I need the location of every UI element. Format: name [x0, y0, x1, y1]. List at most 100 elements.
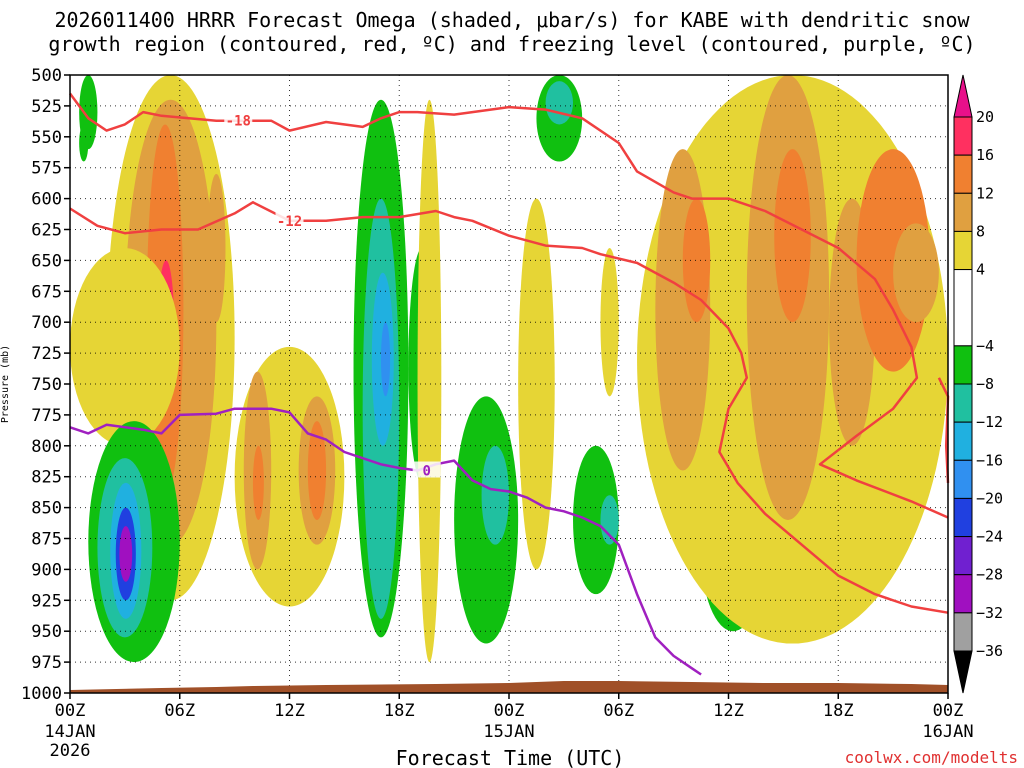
y-tick-label-850: 850 — [31, 499, 62, 519]
x-tick-label-4: 00Z — [494, 701, 525, 721]
y-tick-label-1000: 1000 — [21, 684, 62, 704]
dgz-contour-1-label: -12 — [277, 214, 302, 230]
colorbar-label-3: 8 — [976, 222, 985, 240]
colorbar-segment-10 — [953, 536, 973, 576]
omega-cell-39 — [774, 149, 811, 323]
colorbar-label-12: −32 — [976, 604, 1003, 622]
colorbar-segment-3 — [953, 230, 973, 271]
colorbar-segment-11 — [953, 574, 973, 614]
dgz-contour-0-label: -18 — [226, 114, 251, 130]
y-tick-label-900: 900 — [31, 560, 62, 580]
colorbar-label-5: −4 — [976, 337, 994, 355]
credit-text: coolwx.com/modelts — [845, 748, 1018, 767]
contour-layer: -18 -12 0 — [68, 92, 950, 676]
colorbar-label-0: 20 — [976, 108, 994, 126]
colorbar-label-7: −12 — [976, 413, 1003, 431]
colorbar-bottom-arrow — [953, 650, 973, 694]
y-tick-label-600: 600 — [31, 190, 62, 210]
y-tick-label-775: 775 — [31, 406, 62, 426]
chart-title-line-1: 2026011400 HRRR Forecast Omega (shaded, … — [54, 8, 970, 32]
y-tick-label-800: 800 — [31, 437, 62, 457]
y-axis-title: Pressure (mb) — [0, 345, 11, 423]
x-tick-date-8: 16JAN — [922, 722, 973, 742]
dgz-contour-0-label-bg — [224, 111, 253, 128]
y-tick-label-675: 675 — [31, 282, 62, 302]
colorbar-top-arrow — [953, 74, 973, 118]
omega-cell-9 — [252, 445, 264, 520]
colorbar-label-2: 12 — [976, 184, 994, 202]
y-tick-label-825: 825 — [31, 468, 62, 488]
freezing-level-contour-label-bg — [412, 461, 441, 478]
dgz-contour-1 — [69, 201, 949, 614]
colorbar-label-8: −16 — [976, 451, 1003, 469]
omega-cell-34 — [600, 248, 619, 397]
y-tick-label-975: 975 — [31, 653, 62, 673]
y-tick-label-550: 550 — [31, 128, 62, 148]
omega-cell-33 — [518, 198, 555, 570]
y-tick-label-700: 700 — [31, 313, 62, 333]
omega-cell-28 — [600, 495, 619, 545]
y-tick-label-925: 925 — [31, 591, 62, 611]
x-tick-label-3: 18Z — [384, 701, 415, 721]
x-tick-label-8: 00Z — [933, 701, 964, 721]
y-tick-label-500: 500 — [31, 66, 62, 86]
y-tick-label-750: 750 — [31, 375, 62, 395]
colorbar-segment-0 — [953, 116, 973, 156]
colorbar-label-6: −8 — [976, 375, 994, 393]
x-tick-label-1: 06Z — [164, 701, 195, 721]
x-tick-date-0: 14JAN — [44, 722, 95, 742]
omega-cell-32 — [417, 99, 442, 663]
colorbar-segment-5 — [953, 345, 973, 385]
chart-title-line-2: growth region (contoured, red, ºC) and f… — [48, 32, 975, 56]
omega-cell-26 — [545, 81, 574, 125]
colorbar-segment-9 — [953, 497, 973, 538]
omega-cell-24 — [481, 445, 509, 545]
x-tick-label-2: 12Z — [274, 701, 305, 721]
colorbar-label-9: −20 — [976, 489, 1003, 507]
y-tick-label-650: 650 — [31, 251, 62, 271]
colorbar-segment-1 — [953, 154, 973, 194]
omega-cell-6 — [207, 173, 226, 323]
colorbar-label-1: 16 — [976, 146, 994, 164]
x-tick-label-0: 00Z — [55, 701, 86, 721]
colorbar-segment-7 — [953, 421, 973, 461]
y-tick-label-525: 525 — [31, 97, 62, 117]
colorbar-segment-2 — [953, 192, 973, 232]
y-tick-label-575: 575 — [31, 159, 62, 179]
colorbar-segment-8 — [953, 459, 973, 499]
omega-cell-5 — [70, 248, 180, 446]
grid-lines — [70, 75, 948, 693]
omega-cell-42 — [893, 223, 939, 323]
plot-area: -18 -12 0 — [68, 74, 950, 694]
colorbar-segment-12 — [953, 612, 973, 652]
colorbar-label-10: −24 — [976, 528, 1003, 546]
x-tick-date-4: 15JAN — [483, 722, 534, 742]
omega-cell-21 — [380, 322, 391, 397]
x-tick-label-5: 06Z — [603, 701, 634, 721]
omega-cell-27 — [573, 445, 619, 595]
colorbar-segment-6 — [953, 383, 973, 423]
colorbar-label-4: 4 — [976, 261, 985, 279]
omega-cell-17 — [119, 526, 133, 582]
x-tick-year-0: 2026 — [50, 741, 91, 761]
x-tick-label-6: 12Z — [713, 701, 744, 721]
colorbar-label-11: −28 — [976, 566, 1003, 584]
y-tick-label-950: 950 — [31, 622, 62, 642]
terrain-layer — [70, 681, 948, 693]
y-tick-label-725: 725 — [31, 344, 62, 364]
colorbar: 20 16 12 8 4 −4 −8 −12 −16 −20 −24 −28 −32 −36 — [953, 74, 1003, 694]
y-tick-label-875: 875 — [31, 530, 62, 550]
y-tick-label-625: 625 — [31, 221, 62, 241]
dgz-contour-0 — [68, 92, 949, 519]
colorbar-segment-4 — [953, 269, 973, 347]
x-tick-label-7: 18Z — [823, 701, 854, 721]
omega-cell-11 — [307, 421, 327, 520]
freezing-level-contour-label: 0 — [422, 464, 430, 480]
omega-cell-12 — [79, 124, 89, 162]
dgz-contour-1-label-bg — [275, 211, 304, 228]
colorbar-label-13: −36 — [976, 642, 1003, 660]
y-axis: 500 525 550 575 600 625 650 675 700 725 750 775 800 8… — [21, 66, 70, 704]
dgz-contour-2 — [937, 377, 950, 483]
